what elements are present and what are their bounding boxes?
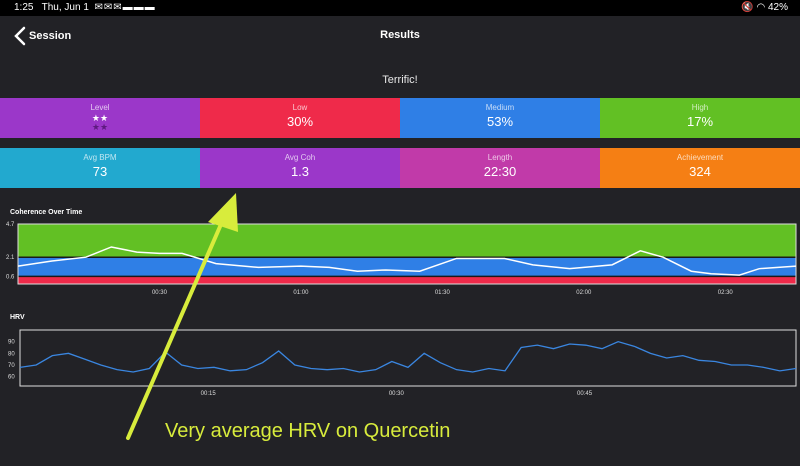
back-button[interactable]: Session xyxy=(14,24,71,48)
x-tick-label: 00:15 xyxy=(201,391,217,396)
battery-level: 42% xyxy=(767,2,788,13)
tile-value: 324 xyxy=(689,164,711,179)
bookmark-icon: ▬ xyxy=(133,2,145,13)
y-tick-label: 90 xyxy=(8,340,15,346)
top-bar: Session Results xyxy=(0,18,800,54)
hrv-series-line xyxy=(19,340,797,373)
tile-low: Low 30% xyxy=(200,98,400,138)
band-low xyxy=(18,276,796,284)
annotation-text: Very average HRV on Quercetin xyxy=(165,420,451,442)
stats-row-2: Avg BPM 73 Avg Coh 1.3 Length 22:30 Achi… xyxy=(0,148,800,188)
tile-label: Low xyxy=(292,103,308,112)
x-tick-label: 00:30 xyxy=(389,391,405,396)
x-tick-label: 02:30 xyxy=(718,290,734,296)
status-right: 🔇 ◠ 42% xyxy=(741,0,788,16)
tile-length: Length 22:30 xyxy=(400,148,600,188)
coherence-chart: 4.7 2.1 0.6 00:30 01:00 01:30 02:00 02:30 xyxy=(6,222,797,296)
mute-icon: 🔇 xyxy=(741,2,754,13)
tile-label: Avg BPM xyxy=(83,153,117,162)
stars-filled: ★★ xyxy=(91,113,109,123)
band-medium xyxy=(18,257,796,277)
tile-level: Level ★★ ★★ xyxy=(0,98,200,138)
status-bar: 1:25 Thu, Jun 1 ✉✉✉▬▬▬ 🔇 ◠ 42% xyxy=(0,0,800,16)
tile-avg-bpm: Avg BPM 73 xyxy=(0,148,200,188)
tile-label: High xyxy=(691,103,709,112)
stars-empty: ★★ xyxy=(91,122,109,132)
tile-label: Avg Coh xyxy=(284,153,316,162)
y-tick-label: 0.6 xyxy=(6,274,15,280)
tile-avg-coh: Avg Coh 1.3 xyxy=(200,148,400,188)
x-tick-label: 00:30 xyxy=(152,290,168,296)
tile-value: 1.3 xyxy=(290,164,310,179)
y-tick-label: 60 xyxy=(8,375,15,381)
mail-icon: ✉ xyxy=(113,2,123,13)
status-left: 1:25 Thu, Jun 1 ✉✉✉▬▬▬ xyxy=(14,0,156,16)
tile-label: Medium xyxy=(485,103,515,112)
tile-label: Length xyxy=(487,153,513,162)
x-tick-label: 01:00 xyxy=(293,290,309,296)
hrv-chart-title: HRV xyxy=(10,314,25,321)
tile-high: High 17% xyxy=(600,98,800,138)
mail-icon: ✉ xyxy=(94,2,104,13)
x-tick-label: 01:30 xyxy=(435,290,451,296)
plot-border xyxy=(19,329,797,387)
star-rating-icon: ★★ ★★ xyxy=(0,114,200,132)
tile-achievement: Achievement 324 xyxy=(600,148,800,188)
page-title: Results xyxy=(380,29,420,41)
session-rating: Terrific! xyxy=(382,74,418,86)
tile-label: Achievement xyxy=(676,153,724,162)
back-label: Session xyxy=(29,30,72,42)
coherence-chart-title: Coherence Over Time xyxy=(10,209,83,216)
tile-value: 73 xyxy=(92,164,108,179)
bookmark-icon: ▬ xyxy=(144,2,156,13)
x-tick-label: 00:45 xyxy=(577,391,593,396)
plot-border xyxy=(17,223,797,285)
bookmark-icon: ▬ xyxy=(122,2,134,13)
clock-time: 1:25 xyxy=(14,2,34,13)
tile-medium: Medium 53% xyxy=(400,98,600,138)
tile-value: 53% xyxy=(486,114,514,129)
tile-label: Level xyxy=(90,103,110,112)
y-tick-label: 80 xyxy=(8,351,15,357)
wifi-icon: ◠ xyxy=(756,2,766,13)
hrv-chart: 90 80 70 60 00:15 00:30 00:45 xyxy=(8,329,797,396)
tile-value: 30% xyxy=(286,114,314,129)
notification-icons: ✉✉✉▬▬▬ xyxy=(94,2,155,13)
tile-value: 22:30 xyxy=(483,164,517,179)
y-tick-label: 70 xyxy=(8,363,15,369)
stats-row-1: Level ★★ ★★ Low 30% Medium 53% High 17% xyxy=(0,98,800,138)
mail-icon: ✉ xyxy=(103,2,114,13)
chevron-left-icon xyxy=(14,26,26,46)
y-tick-label: 4.7 xyxy=(6,222,15,228)
x-tick-label: 02:00 xyxy=(576,290,592,296)
y-tick-label: 2.1 xyxy=(6,255,15,261)
clock-date: Thu, Jun 1 xyxy=(41,2,89,13)
tile-value: 17% xyxy=(686,114,714,129)
